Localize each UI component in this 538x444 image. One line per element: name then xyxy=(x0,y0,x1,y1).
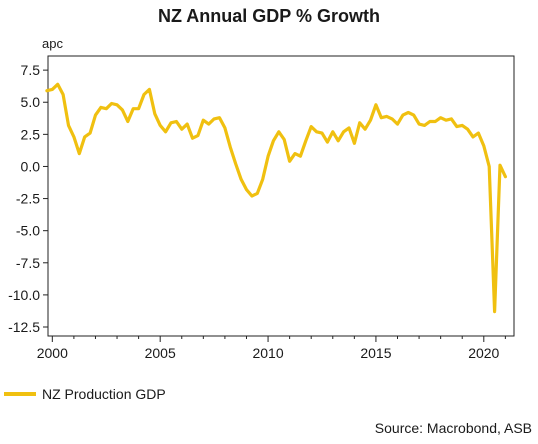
axes xyxy=(47,55,515,337)
y-tick-label: -7.5 xyxy=(16,255,40,271)
source-note: Source: Macrobond, ASB xyxy=(374,420,532,436)
x-tick-label: 2015 xyxy=(360,345,391,361)
plot-frame xyxy=(47,55,515,337)
legend-label: NZ Production GDP xyxy=(42,386,166,402)
chart-title: NZ Annual GDP % Growth xyxy=(157,6,380,26)
x-tick-label: 2000 xyxy=(37,345,68,361)
y-axis-label: apc xyxy=(42,36,63,51)
y-tick-label: -10.0 xyxy=(8,287,40,303)
x-tick-label: 2005 xyxy=(145,345,176,361)
series-group xyxy=(45,82,507,314)
y-tick-label: -2.5 xyxy=(16,191,40,207)
y-tick-label: 5.0 xyxy=(21,94,41,110)
x-axis: 2000 2005 2010 2015 2020 xyxy=(37,336,506,361)
legend-swatch xyxy=(4,392,36,396)
y-tick-label: -12.5 xyxy=(8,319,40,335)
y-axis: 7.5 5.0 2.5 0.0 -2.5 -5.0 -7.5 -10.0 -12.5 xyxy=(8,62,48,335)
y-tick-label: 0.0 xyxy=(21,158,41,174)
x-tick-label: 2010 xyxy=(252,345,283,361)
y-tick-label: -5.0 xyxy=(16,223,40,239)
legend: NZ Production GDP xyxy=(4,386,166,402)
y-tick-label: 7.5 xyxy=(21,62,41,78)
x-tick-label: 2020 xyxy=(468,345,499,361)
series-line-nz-production-gdp xyxy=(45,82,507,314)
y-tick-label: 2.5 xyxy=(21,126,41,142)
